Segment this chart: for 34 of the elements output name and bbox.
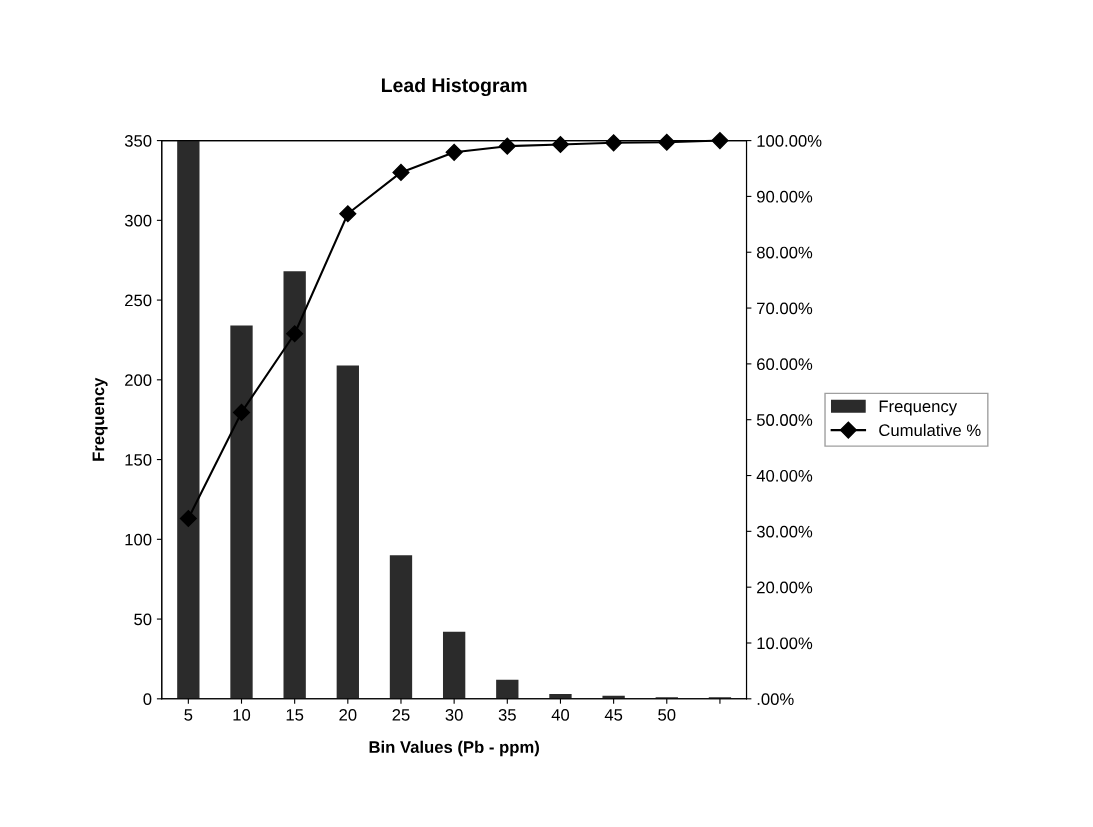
legend-label: Cumulative %	[879, 423, 981, 437]
y2-tick-label: .00%	[757, 693, 794, 706]
x-tick-label: 40	[551, 708, 570, 721]
y2-tick-label: 100.00%	[757, 134, 822, 147]
y2-tick-label: 40.00%	[756, 469, 813, 482]
y-tick-label: 50	[134, 613, 152, 626]
x-tick-label: 15	[286, 709, 304, 721]
x-tick-label: 45	[604, 709, 623, 721]
chart-title: Lead Histogram	[381, 77, 527, 97]
y-tick-label: 300	[124, 214, 152, 227]
x-tick-label: 30	[445, 708, 463, 721]
x-tick-label: 20	[339, 708, 357, 721]
y-tick-label: 200	[125, 374, 152, 387]
legend-label: Frequency	[879, 400, 958, 416]
x-tick-label: 35	[498, 708, 516, 721]
y2-tick-label: 60.00%	[757, 358, 813, 371]
y-tick-label: 150	[125, 453, 152, 466]
y-axis-title: Frequency	[92, 377, 108, 461]
y2-tick-label: 30.00%	[756, 525, 813, 538]
y2-tick-label: 70.00%	[757, 302, 813, 315]
x-tick-label: 25	[392, 708, 410, 721]
y2-tick-label: 20.00%	[757, 581, 813, 594]
y-tick-label: 250	[125, 294, 152, 307]
x-tick-label: 10	[233, 708, 251, 721]
y2-tick-label: 50.00%	[756, 414, 813, 426]
y2-tick-label: 80.00%	[756, 246, 813, 259]
y2-tick-label: 90.00%	[757, 190, 813, 203]
y-tick-label: 350	[124, 134, 152, 147]
x-axis-title: Bin Values (Pb - ppm)	[369, 740, 539, 757]
y2-tick-label: 10.00%	[757, 637, 813, 650]
x-tick-label: 50	[658, 708, 676, 721]
y-tick-label: 100	[125, 533, 152, 546]
x-tick-label: 5	[184, 709, 193, 721]
y-tick-label: 0	[143, 693, 152, 706]
